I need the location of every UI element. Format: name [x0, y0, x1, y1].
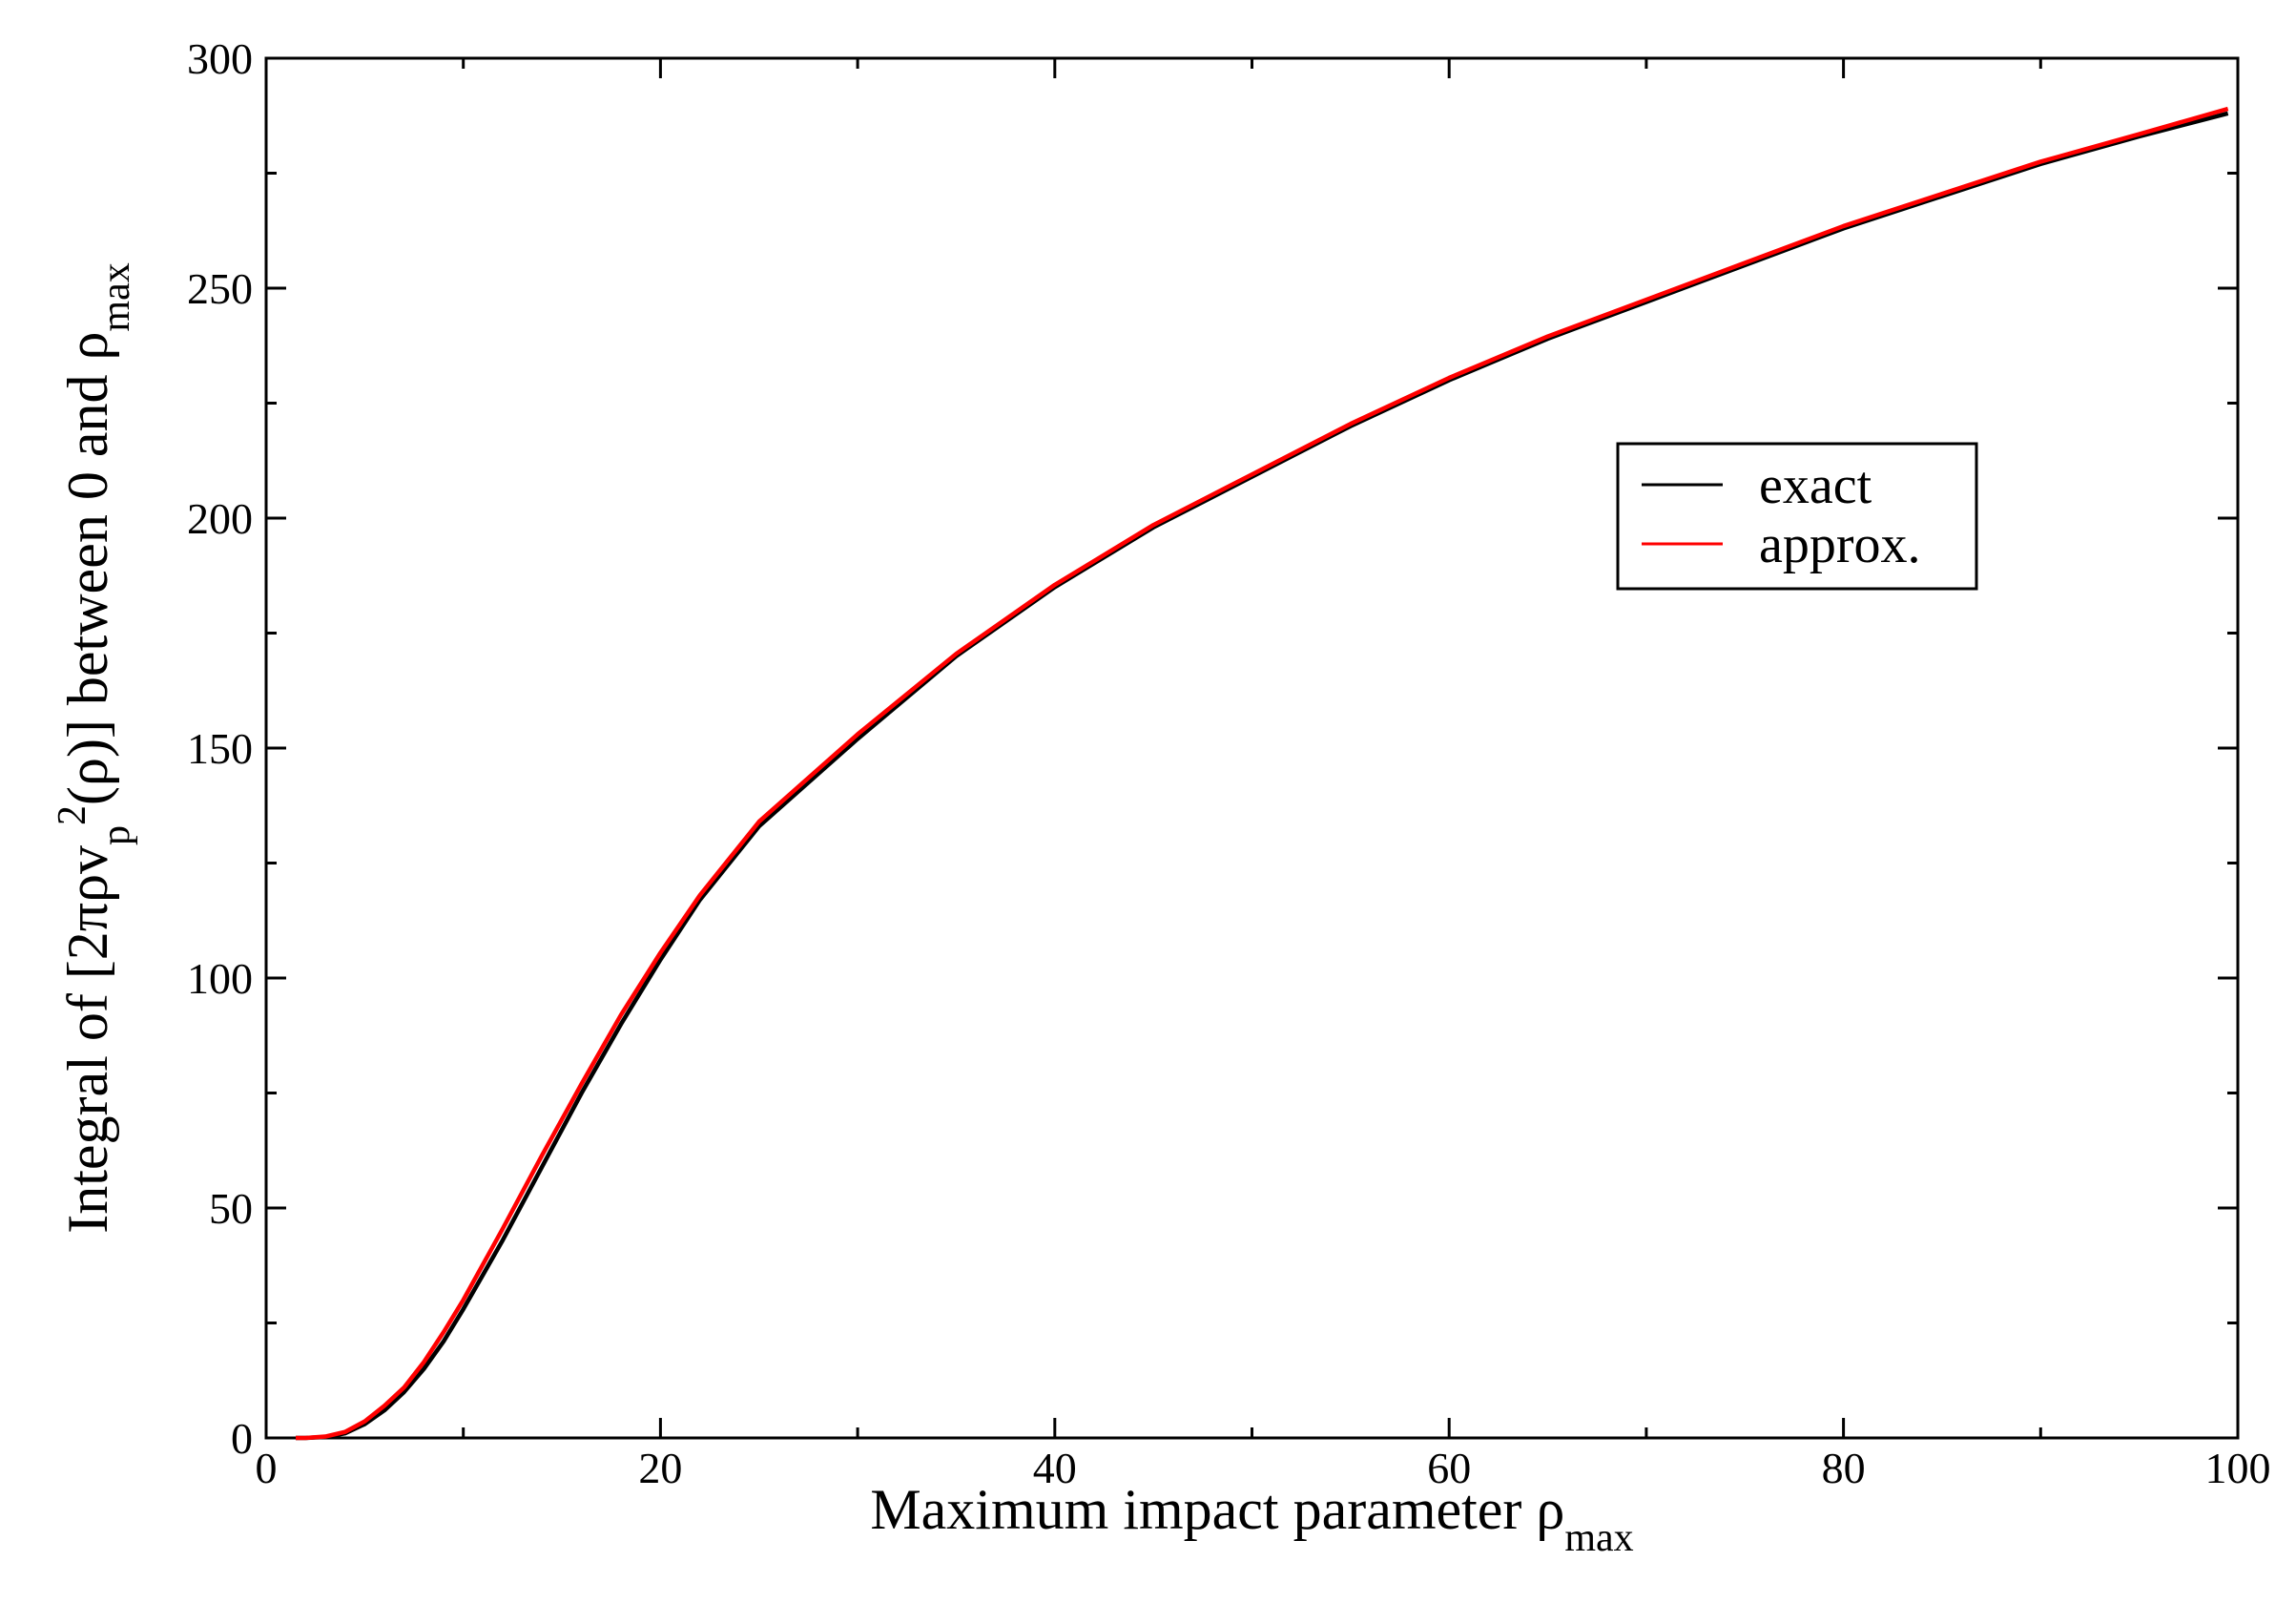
series-line: [296, 106, 2229, 1441]
y-axis-label: Integral of [2πρvp2(ρ)] between 0 and ρm…: [51, 262, 138, 1233]
y-axis-label-part: (ρ)] between 0 and ρ: [56, 332, 119, 805]
y-axis-label-part: Integral of [2πρv: [56, 845, 119, 1234]
series-line: [296, 111, 2229, 1441]
x-axis-label-part: Maximum impact parameter ρ: [870, 1478, 1564, 1541]
y-tick-label: 200: [187, 494, 253, 543]
legend-box: [1616, 442, 1978, 591]
y-axis-label-part: 2: [51, 805, 94, 825]
x-axis-label: Maximum impact parameter ρmax: [870, 1478, 1633, 1560]
y-tick-label: 50: [209, 1184, 253, 1233]
x-tick-label: 100: [2205, 1444, 2271, 1492]
x-tick-label: 80: [1822, 1444, 1866, 1492]
x-tick-label: 40: [1033, 1444, 1077, 1492]
legend-label: approx.: [1759, 515, 1921, 574]
y-tick-label: 150: [187, 724, 253, 773]
y-axis-label-part: p: [94, 825, 138, 845]
y-tick-label: 300: [187, 34, 253, 83]
y-tick-label: 250: [187, 264, 253, 313]
y-axis-label-part: max: [94, 262, 138, 331]
y-tick-label: 100: [187, 954, 253, 1003]
x-tick-label: 60: [1427, 1444, 1471, 1492]
x-tick-label: 20: [638, 1444, 682, 1492]
y-tick-label: 0: [231, 1414, 253, 1463]
x-axis-label-part: max: [1564, 1516, 1633, 1560]
x-tick-label: 0: [256, 1444, 278, 1492]
legend-label: exact: [1759, 456, 1872, 515]
